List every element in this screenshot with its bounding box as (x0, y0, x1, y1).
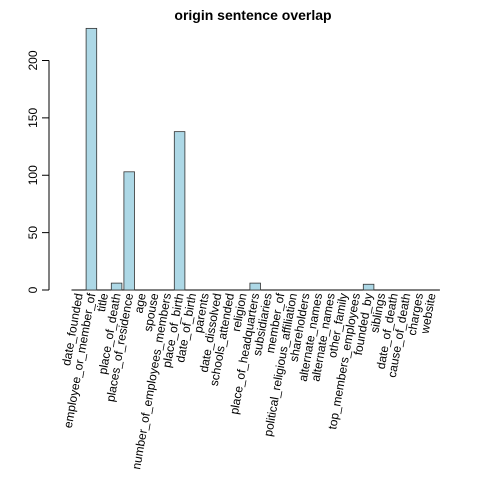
bar (85, 27, 98, 291)
category-labels: date_foundedemployee_or_member_oftitlepl… (59, 291, 438, 470)
y-tick-label: 0 (26, 286, 40, 293)
y-tick-label: 100 (26, 165, 40, 185)
category-label: title (94, 292, 111, 313)
bar (110, 282, 123, 291)
category-label: age (131, 292, 148, 314)
bar (362, 283, 375, 291)
chart-title: origin sentence overlap (174, 7, 331, 23)
bars (85, 27, 375, 291)
y-tick-label: 200 (26, 50, 40, 70)
y-tick-label: 50 (26, 226, 40, 240)
category-label: religion (229, 292, 250, 333)
category-label: siblings (367, 292, 388, 334)
category-label: spouse (141, 292, 162, 333)
bar (173, 131, 186, 291)
y-axis: 0 50 100 150 200 (26, 50, 50, 293)
y-tick-label: 150 (26, 108, 40, 128)
bar (249, 282, 261, 291)
category-label: parents (191, 292, 212, 334)
bar (123, 171, 135, 291)
